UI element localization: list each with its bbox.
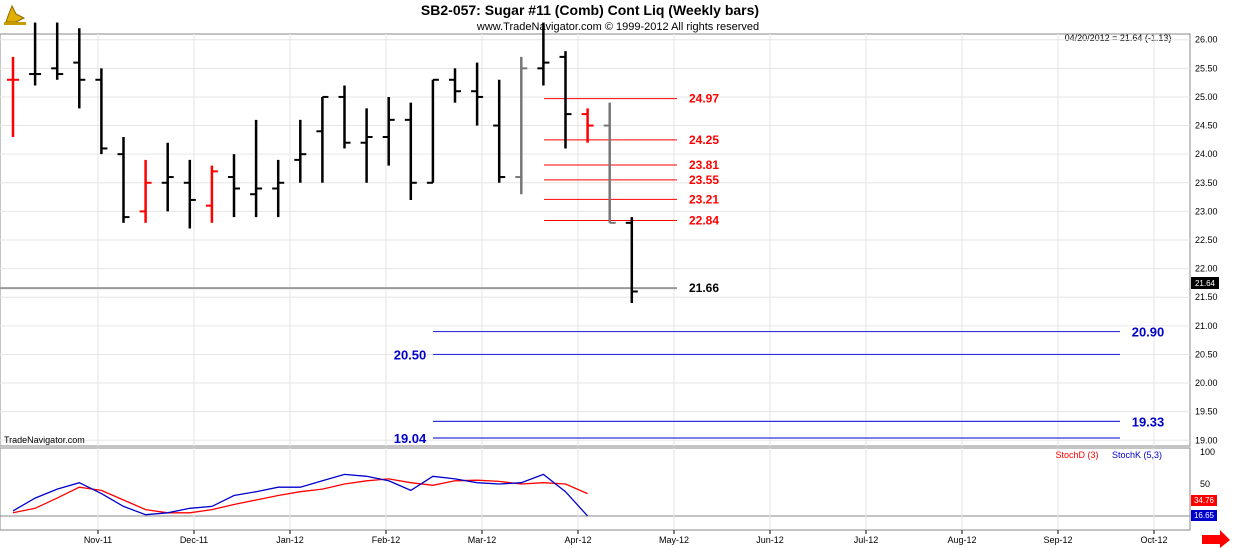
ohlc-bar (183, 159, 196, 229)
svg-text:34.76: 34.76 (1194, 496, 1215, 505)
ohlc-bar (382, 96, 395, 166)
stoch-axis: 100500 (1200, 447, 1215, 521)
x-tick-label: Jan-12 (276, 535, 304, 545)
ohlc-bar (161, 142, 174, 212)
blue-level-label: 20.50 (394, 347, 427, 362)
stoch-lines (12, 473, 589, 517)
y-tick-label: 26.00 (1195, 35, 1218, 45)
y-tick-label: 20.00 (1195, 378, 1218, 388)
red-level-label: 23.55 (689, 173, 719, 187)
y-tick-label: 24.50 (1195, 121, 1218, 131)
blue-level-label: 19.33 (1132, 414, 1165, 429)
ohlc-bar (360, 108, 373, 183)
ohlc-bar (493, 79, 506, 183)
y-tick-label: 25.50 (1195, 63, 1218, 73)
horizontal-gridlines (0, 39, 1190, 441)
svg-text:16.65: 16.65 (1194, 511, 1215, 520)
ohlc-bar (73, 28, 86, 109)
stochastic-panel: 100500 StochD (3) StochK (5,3) 34.76 16.… (0, 447, 1217, 531)
red-level-label: 23.81 (689, 158, 719, 172)
y-tick-label: 22.00 (1195, 264, 1218, 274)
ohlc-bar (272, 159, 285, 218)
stoch-series-line (12, 473, 589, 517)
ohlc-bar (404, 102, 417, 200)
logo-icon (4, 4, 26, 25)
ohlc-bar (471, 62, 484, 126)
ohlc-bar (29, 22, 42, 86)
blue-level-label: 20.90 (1132, 325, 1165, 340)
y-tick-label: 22.50 (1195, 235, 1218, 245)
last-value-badge: 21.64 (1191, 277, 1219, 289)
watermark: TradeNavigator.com (4, 435, 85, 445)
copyright-text: www.TradeNavigator.com © 1999-2012 All r… (476, 21, 759, 33)
stochD-end-badge: 34.76 (1191, 495, 1217, 506)
ohlc-bar (95, 68, 108, 155)
price-panel: 26.00 25.50 25.00 24.50 24.00 23.50 23.00 22.50… (0, 22, 1219, 447)
x-tick-label: Aug-12 (947, 535, 976, 545)
right-arrow-icon[interactable] (1202, 530, 1230, 548)
red-level-label: 24.25 (689, 133, 719, 147)
last-price-info: 04/20/2012 = 21.64 (-1.13) (1065, 33, 1172, 43)
ohlc-bar (426, 78, 439, 184)
stochK-end-badge: 16.65 (1191, 510, 1217, 521)
red-level-label: 22.84 (689, 214, 719, 228)
y-tick-label: 19.00 (1195, 435, 1218, 445)
stoch-gridlines (97, 448, 1155, 530)
y-tick-label: 20.50 (1195, 349, 1218, 359)
ohlc-bar (117, 137, 130, 223)
x-tick-label: Mar-12 (468, 535, 497, 545)
ohlc-bar (581, 108, 594, 143)
legend-stochD: StochD (3) (1055, 450, 1098, 460)
y-tick-label: 23.50 (1195, 178, 1218, 188)
x-tick-label: Dec-11 (180, 535, 208, 545)
x-tick-label: Apr-12 (564, 535, 591, 545)
ohlc-bar (205, 165, 218, 223)
x-tick-label: May-12 (659, 535, 689, 545)
time-axis: Nov-11 Dec-11 Jan-12 Feb-12 Mar-12 Apr-12 May-… (84, 530, 1168, 545)
blue-level-label: 19.04 (394, 431, 427, 446)
ohlc-bar (449, 68, 461, 103)
stoch-series-line (12, 478, 588, 514)
red-level-label: 23.21 (689, 192, 719, 206)
ohlc-bar (228, 154, 240, 218)
y-tick-label: 25.00 (1195, 92, 1218, 102)
ohlc-bar (338, 85, 351, 149)
y-tick-label: 24.00 (1195, 149, 1218, 159)
ohlc-bar (515, 56, 528, 195)
ohlc-bar (51, 22, 64, 80)
x-tick-label: Feb-12 (372, 535, 401, 545)
red-level-label: 24.97 (689, 92, 719, 106)
ohlc-bar (7, 56, 19, 137)
x-tick-label: Jul-12 (854, 535, 879, 545)
price-axis: 26.00 25.50 25.00 24.50 24.00 23.50 23.00 22.50… (1195, 35, 1218, 446)
svg-text:21.64: 21.64 (1195, 279, 1216, 288)
ohlc-bar (250, 119, 263, 218)
ohlc-bar (316, 95, 329, 183)
y-tick-label: 21.50 (1195, 292, 1218, 302)
ohlc-bars (7, 22, 638, 303)
x-tick-label: Oct-12 (1140, 535, 1167, 545)
stoch-y-tick-label: 100 (1200, 447, 1215, 457)
y-tick-label: 19.50 (1195, 407, 1218, 417)
x-tick-label: Sep-12 (1043, 535, 1072, 545)
black-level-label: 21.66 (689, 281, 719, 295)
ohlc-bar (625, 217, 638, 303)
ohlc-bar (559, 51, 572, 149)
ohlc-bar (537, 22, 550, 86)
x-tick-label: Jun-12 (756, 535, 784, 545)
ohlc-bar (139, 159, 152, 223)
ohlc-bar (603, 102, 616, 224)
y-tick-label: 21.00 (1195, 321, 1218, 331)
y-tick-label: 23.00 (1195, 206, 1218, 216)
chart-title: SB2-057: Sugar #11 (Comb) Cont Liq (Week… (421, 2, 759, 18)
stoch-y-tick-label: 50 (1200, 479, 1210, 489)
legend-stochK: StochK (5,3) (1112, 450, 1162, 460)
ohlc-bar (294, 119, 307, 183)
x-tick-label: Nov-11 (84, 535, 112, 545)
